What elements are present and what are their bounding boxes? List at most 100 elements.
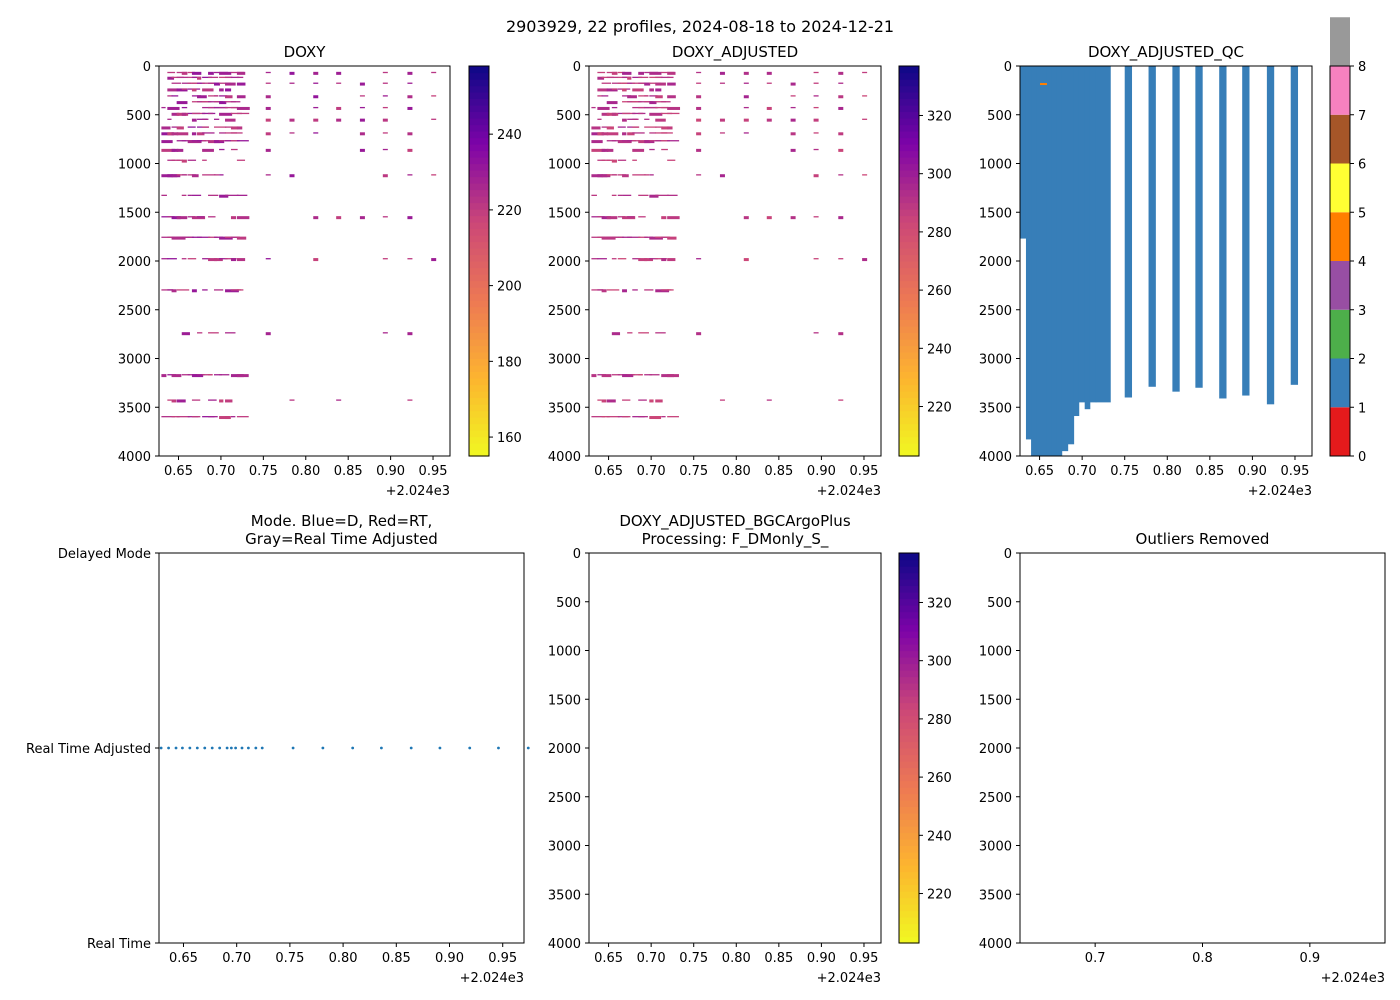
data-cell [197,95,207,99]
data-cell [597,399,602,401]
colorbar-tick-label: 0 [1358,450,1366,465]
data-cell [202,289,208,291]
data-cell [627,140,637,142]
colorbar-gradient-step [469,313,489,321]
chart-title: Mode. Blue=D, Red=RT, [251,512,433,530]
data-cell [622,399,631,401]
data-cell [167,216,175,218]
data-cell [230,258,237,262]
colorbar-gradient-step [469,235,489,243]
colorbar-gradient-step [899,345,919,353]
data-cell [236,95,246,99]
colorbar-gradient-step [899,650,919,658]
data-cell [313,106,319,109]
x-tick-label: 0.95 [849,951,878,966]
y-tick-label: 4000 [548,937,581,952]
data-cell [407,106,413,110]
data-cell [161,374,167,378]
data-cell [638,236,648,238]
data-cell [649,132,657,134]
y-tick-label: 2000 [118,255,151,270]
qc-column [1266,66,1275,405]
data-cell [813,118,819,122]
data-cell [622,289,627,293]
data-cell [661,289,672,291]
data-cell [743,95,749,99]
colorbar-tick-label: 260 [927,771,952,786]
colorbar-gradient-step [899,254,919,262]
data-cell [632,258,641,260]
colorbar-tick-label: 260 [927,284,952,299]
data-cell [171,216,181,220]
mode-point [321,746,325,750]
mode-point [174,746,178,750]
data-cell [176,174,187,176]
mode-point [203,746,207,750]
data-cell [743,258,749,262]
data-cell [661,140,670,142]
data-cell [627,95,637,99]
colorbar-tick-label: 7 [1358,109,1366,124]
colorbar-gradient-step [899,189,919,197]
x-offset-label: +2.024e3 [386,484,450,499]
colorbar-gradient-step [899,209,919,217]
data-cell [225,416,231,420]
data-cell [171,416,180,418]
data-cell [219,95,228,97]
data-cell [606,416,620,418]
data-cell [230,126,239,130]
data-cell [219,112,233,116]
data-cell [638,112,644,115]
data-cell [336,82,342,84]
data-cell [167,95,173,97]
data-cell [225,126,233,128]
colorbar-gradient-step [469,189,489,197]
data-cell [813,332,819,334]
data-cell [167,88,178,92]
data-cell [219,106,229,109]
data-cell [225,101,236,103]
data-cell [176,126,184,130]
chart-mode: Mode. Blue=D, Red=RT,Gray=Real Time Adju… [26,512,530,986]
data-cell [644,82,651,86]
x-tick-label: 0.65 [594,464,623,479]
data-cell [336,399,342,401]
data-cell [606,174,617,176]
data-cell [208,71,214,75]
data-cell [661,236,671,238]
colorbar-gradient-step [469,430,489,438]
colorbar-gradient-step [899,631,919,639]
colorbar-gradient-step [899,131,919,139]
mode-point [438,746,442,750]
data-cell [655,88,662,92]
data-cell [359,106,365,109]
data-cell [655,258,667,260]
colorbar-gradient-step [899,339,919,347]
colorbar-gradient-step [469,300,489,308]
data-cell [181,88,187,90]
y-tick-label: 3000 [118,353,151,368]
colorbar-gradient-step [469,365,489,373]
colorbar-gradient-step [469,436,489,444]
data-cell [382,71,388,74]
colorbar-gradient-step [899,780,919,788]
colorbar-gradient-step [469,345,489,353]
data-cell [838,82,844,84]
colorbar-gradient-step [899,748,919,756]
data-cell [617,194,623,196]
data-cell [407,174,413,176]
mode-point [254,746,258,750]
chart-title-line2: Processing: F_DMonly_S_ [642,530,829,549]
data-cell [236,416,249,418]
x-tick-label: 0.70 [206,464,235,479]
colorbar-gradient-step [469,267,489,275]
data-cell [191,76,202,79]
data-cell [638,399,647,401]
qc-column [1219,66,1227,399]
qc-column [1078,66,1086,403]
data-cell [187,159,197,161]
data-cell [289,118,295,122]
y-tick-label: 0 [143,60,151,75]
colorbar-gradient-step [899,417,919,425]
colorbar-gradient-step [899,624,919,632]
